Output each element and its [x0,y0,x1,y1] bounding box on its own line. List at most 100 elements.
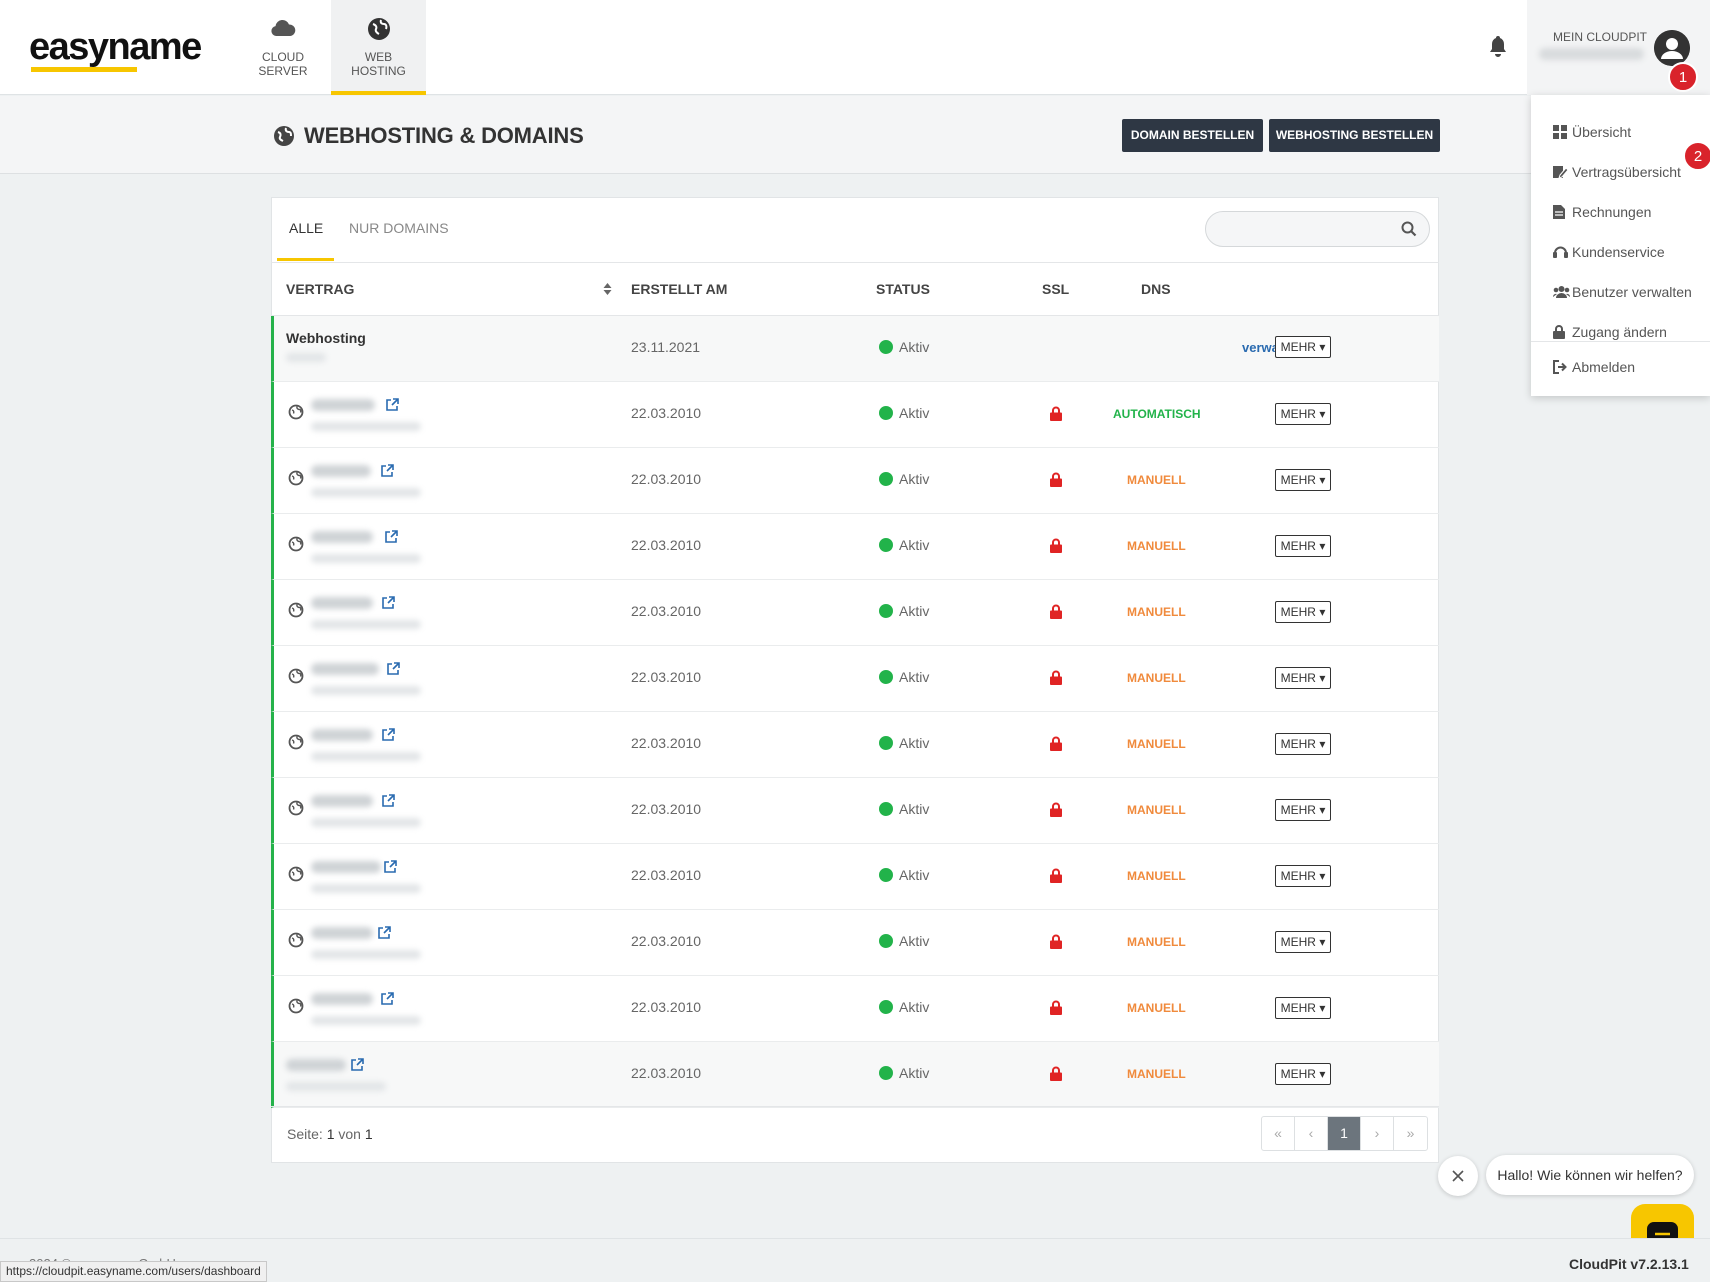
status-badge: Aktiv [879,405,929,421]
domain-detail-redacted [286,1082,386,1091]
dns-mode[interactable]: MANUELL [1127,869,1186,883]
dns-mode[interactable]: MANUELL [1127,803,1186,817]
menu-item-manage-users[interactable]: Benutzer verwalten [1531,274,1710,310]
dns-mode[interactable]: MANUELL [1127,1001,1186,1015]
ssl-lock-icon[interactable] [1050,934,1062,949]
easyname-logo[interactable]: easyname [29,28,202,72]
status-dot [879,406,893,420]
cloud-icon [271,19,296,36]
created-date: 22.03.2010 [631,933,702,949]
external-link-icon[interactable] [382,794,395,807]
external-link-icon[interactable] [382,596,395,609]
order-webhosting-button[interactable]: WEBHOSTING BESTELLEN [1269,119,1440,152]
more-dropdown-button[interactable]: MEHR ▾ [1275,799,1331,821]
more-dropdown-button[interactable]: MEHR ▾ [1275,601,1331,623]
external-link-icon[interactable] [381,464,394,477]
domain-name-redacted[interactable] [311,993,373,1005]
more-dropdown-button[interactable]: MEHR ▾ [1275,997,1331,1019]
external-link-icon[interactable] [378,926,391,939]
ssl-lock-icon[interactable] [1050,802,1062,817]
dns-mode[interactable]: AUTOMATISCH [1113,407,1201,421]
menu-item-invoices[interactable]: Rechnungen [1531,194,1710,230]
more-dropdown-button[interactable]: MEHR ▾ [1275,469,1331,491]
more-dropdown-button[interactable]: MEHR ▾ [1275,667,1331,689]
menu-item-logout[interactable]: Abmelden [1531,349,1710,385]
order-domain-button[interactable]: DOMAIN BESTELLEN [1122,119,1263,152]
page-number-button[interactable]: 1 [1328,1117,1361,1150]
more-dropdown-button[interactable]: MEHR ▾ [1275,403,1331,425]
bell-icon[interactable] [1488,35,1508,57]
ssl-lock-icon[interactable] [1050,604,1062,619]
menu-item-change-access[interactable]: Zugang ändern [1531,314,1710,350]
sort-icon[interactable] [603,282,612,296]
more-dropdown-button[interactable]: MEHR ▾ [1275,733,1331,755]
status-label: Aktiv [899,735,930,751]
status-badge: Aktiv [879,1065,929,1081]
domain-name-redacted[interactable] [311,399,375,411]
close-chat-button[interactable] [1438,1156,1478,1196]
ssl-lock-icon[interactable] [1050,472,1062,487]
next-page-button[interactable]: › [1361,1117,1394,1150]
external-link-icon[interactable] [351,1058,364,1071]
menu-item-contracts[interactable]: Vertragsübersicht [1531,154,1710,190]
divider [271,315,1439,316]
domain-name-redacted[interactable] [311,927,373,939]
dns-mode[interactable]: MANUELL [1127,605,1186,619]
step-badge-1: 1 [1668,62,1698,92]
menu-item-overview[interactable]: Übersicht [1531,114,1710,150]
external-link-icon[interactable] [381,992,394,1005]
domain-detail-redacted [311,884,421,893]
domain-name-redacted[interactable] [311,663,379,675]
nav-tab-web-hosting[interactable]: WEB HOSTING [331,0,426,95]
external-link-icon[interactable] [384,860,397,873]
more-dropdown-button[interactable]: MEHR ▾ [1275,1063,1331,1085]
ssl-lock-icon[interactable] [1050,538,1062,553]
dns-mode[interactable]: MANUELL [1127,737,1186,751]
first-page-button[interactable]: « [1262,1117,1295,1150]
dns-mode[interactable]: MANUELL [1127,473,1186,487]
ssl-lock-icon[interactable] [1050,406,1062,421]
status-dot [879,1000,893,1014]
domain-name-redacted[interactable] [311,861,381,873]
dns-mode[interactable]: MANUELL [1127,935,1186,949]
tab-all[interactable]: ALLE [289,220,324,236]
table-row: 22.03.2010 Aktiv MANUELL MEHR ▾ [271,448,1439,514]
domain-name-redacted[interactable] [286,1059,346,1071]
menu-item-support[interactable]: Kundenservice [1531,234,1710,270]
nav-tab-cloud-server[interactable]: CLOUD SERVER [249,0,317,95]
ssl-lock-icon[interactable] [1050,868,1062,883]
created-date: 23.11.2021 [631,339,701,355]
more-dropdown-button[interactable]: MEHR ▾ [1275,535,1331,557]
domain-name-redacted[interactable] [311,597,373,609]
menu-item-label: Vertragsübersicht [1572,164,1681,180]
tab-domains-only[interactable]: NUR DOMAINS [349,220,449,236]
ssl-lock-icon[interactable] [1050,1000,1062,1015]
external-link-icon[interactable] [385,530,398,543]
search-input[interactable] [1205,211,1430,247]
contract-name[interactable]: Webhosting [286,330,366,346]
dns-mode[interactable]: MANUELL [1127,671,1186,685]
ssl-lock-icon[interactable] [1050,1066,1062,1081]
more-dropdown-button[interactable]: MEHR ▾ [1275,336,1331,358]
last-page-button[interactable]: » [1406,1125,1415,1141]
search-icon[interactable] [1401,221,1417,237]
dns-mode[interactable]: MANUELL [1127,1067,1186,1081]
more-dropdown-button[interactable]: MEHR ▾ [1275,865,1331,887]
menu-item-label: Rechnungen [1572,204,1652,220]
domain-name-redacted[interactable] [311,729,373,741]
user-avatar-icon[interactable] [1654,30,1690,66]
prev-page-button[interactable]: ‹ [1295,1117,1328,1150]
external-link-icon[interactable] [386,398,399,411]
domain-name-redacted[interactable] [311,465,371,477]
column-header-vertrag[interactable]: VERTRAG [286,281,355,297]
ssl-lock-icon[interactable] [1050,670,1062,685]
chat-greeting[interactable]: Hallo! Wie können wir helfen? [1486,1155,1694,1195]
dns-mode[interactable]: MANUELL [1127,539,1186,553]
account-menu-trigger[interactable]: MEIN CLOUDPIT [1527,0,1710,95]
domain-name-redacted[interactable] [311,795,373,807]
external-link-icon[interactable] [382,728,395,741]
more-dropdown-button[interactable]: MEHR ▾ [1275,931,1331,953]
ssl-lock-icon[interactable] [1050,736,1062,751]
external-link-icon[interactable] [387,662,400,675]
domain-name-redacted[interactable] [311,531,373,543]
